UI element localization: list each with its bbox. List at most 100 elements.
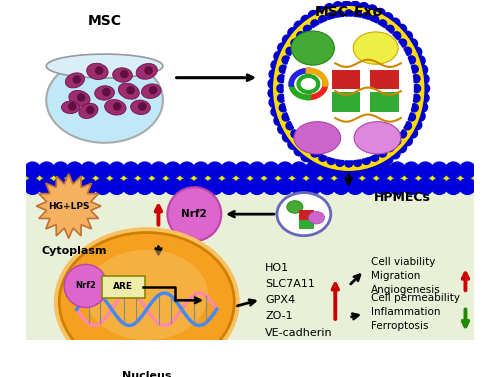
Circle shape — [279, 104, 287, 112]
Circle shape — [286, 122, 294, 130]
Circle shape — [344, 159, 353, 167]
Circle shape — [316, 6, 326, 17]
Circle shape — [278, 94, 285, 102]
Circle shape — [408, 56, 416, 64]
Circle shape — [386, 25, 394, 34]
Bar — [26, 2, 474, 172]
Circle shape — [383, 13, 393, 23]
Circle shape — [122, 178, 139, 195]
Circle shape — [282, 35, 292, 45]
Text: HO1: HO1 — [266, 263, 289, 273]
Circle shape — [127, 87, 134, 94]
Circle shape — [404, 47, 411, 55]
Circle shape — [370, 153, 378, 161]
Circle shape — [361, 162, 378, 178]
Circle shape — [417, 162, 434, 178]
Circle shape — [432, 162, 448, 178]
Circle shape — [279, 65, 287, 73]
Circle shape — [344, 10, 353, 18]
Circle shape — [271, 107, 281, 116]
Circle shape — [66, 178, 83, 195]
Circle shape — [396, 24, 406, 34]
Circle shape — [333, 2, 343, 12]
Circle shape — [235, 178, 251, 195]
Circle shape — [122, 162, 139, 178]
Circle shape — [408, 39, 418, 49]
FancyBboxPatch shape — [332, 92, 360, 112]
Circle shape — [114, 103, 120, 110]
Circle shape — [333, 165, 343, 175]
Circle shape — [80, 162, 97, 178]
Circle shape — [73, 76, 80, 83]
Text: Inflammation: Inflammation — [371, 307, 440, 317]
Circle shape — [386, 144, 394, 152]
Circle shape — [370, 15, 378, 24]
Circle shape — [291, 39, 299, 47]
Circle shape — [342, 166, 351, 176]
Circle shape — [274, 116, 284, 126]
Circle shape — [108, 162, 125, 178]
Circle shape — [291, 130, 299, 138]
Text: Nucleus: Nucleus — [122, 371, 172, 377]
Circle shape — [269, 69, 279, 79]
Circle shape — [319, 178, 335, 195]
Circle shape — [165, 162, 181, 178]
Circle shape — [412, 94, 420, 102]
Circle shape — [103, 89, 110, 96]
Circle shape — [327, 156, 335, 164]
Circle shape — [179, 162, 195, 178]
Circle shape — [361, 178, 378, 195]
Circle shape — [94, 178, 111, 195]
Circle shape — [446, 162, 462, 178]
Text: HG+LPS: HG+LPS — [48, 202, 90, 211]
Circle shape — [263, 162, 279, 178]
Circle shape — [402, 31, 412, 41]
Text: Cell viability: Cell viability — [371, 257, 436, 267]
Ellipse shape — [79, 103, 98, 118]
Circle shape — [38, 178, 54, 195]
Circle shape — [96, 67, 103, 74]
Circle shape — [38, 162, 54, 178]
Text: Nrf2: Nrf2 — [76, 282, 96, 290]
Circle shape — [376, 159, 385, 169]
Circle shape — [271, 60, 281, 70]
Ellipse shape — [69, 90, 90, 106]
Circle shape — [297, 137, 305, 145]
Circle shape — [354, 158, 362, 166]
Circle shape — [304, 144, 312, 152]
Circle shape — [327, 12, 335, 20]
Circle shape — [277, 178, 293, 195]
Ellipse shape — [354, 122, 401, 154]
Circle shape — [396, 143, 406, 153]
Circle shape — [108, 178, 125, 195]
Circle shape — [333, 178, 349, 195]
Circle shape — [165, 178, 181, 195]
Circle shape — [347, 162, 364, 178]
Ellipse shape — [142, 84, 161, 98]
Text: ZO-1: ZO-1 — [266, 311, 293, 322]
Circle shape — [308, 156, 318, 166]
Circle shape — [278, 75, 285, 83]
Circle shape — [263, 178, 279, 195]
Circle shape — [301, 152, 311, 162]
Circle shape — [151, 178, 167, 195]
Circle shape — [193, 162, 209, 178]
Ellipse shape — [284, 17, 414, 160]
Circle shape — [347, 178, 364, 195]
Circle shape — [375, 178, 392, 195]
Circle shape — [402, 136, 412, 146]
Circle shape — [136, 178, 153, 195]
FancyBboxPatch shape — [370, 92, 399, 112]
Ellipse shape — [294, 122, 341, 154]
Circle shape — [398, 130, 406, 138]
Ellipse shape — [118, 83, 140, 99]
Circle shape — [193, 178, 209, 195]
Ellipse shape — [59, 233, 234, 372]
Text: Angiogenesis: Angiogenesis — [371, 285, 441, 296]
Circle shape — [311, 20, 319, 28]
Ellipse shape — [66, 73, 84, 88]
Circle shape — [277, 84, 285, 92]
Circle shape — [432, 178, 448, 195]
Circle shape — [120, 70, 128, 78]
Circle shape — [68, 103, 76, 110]
